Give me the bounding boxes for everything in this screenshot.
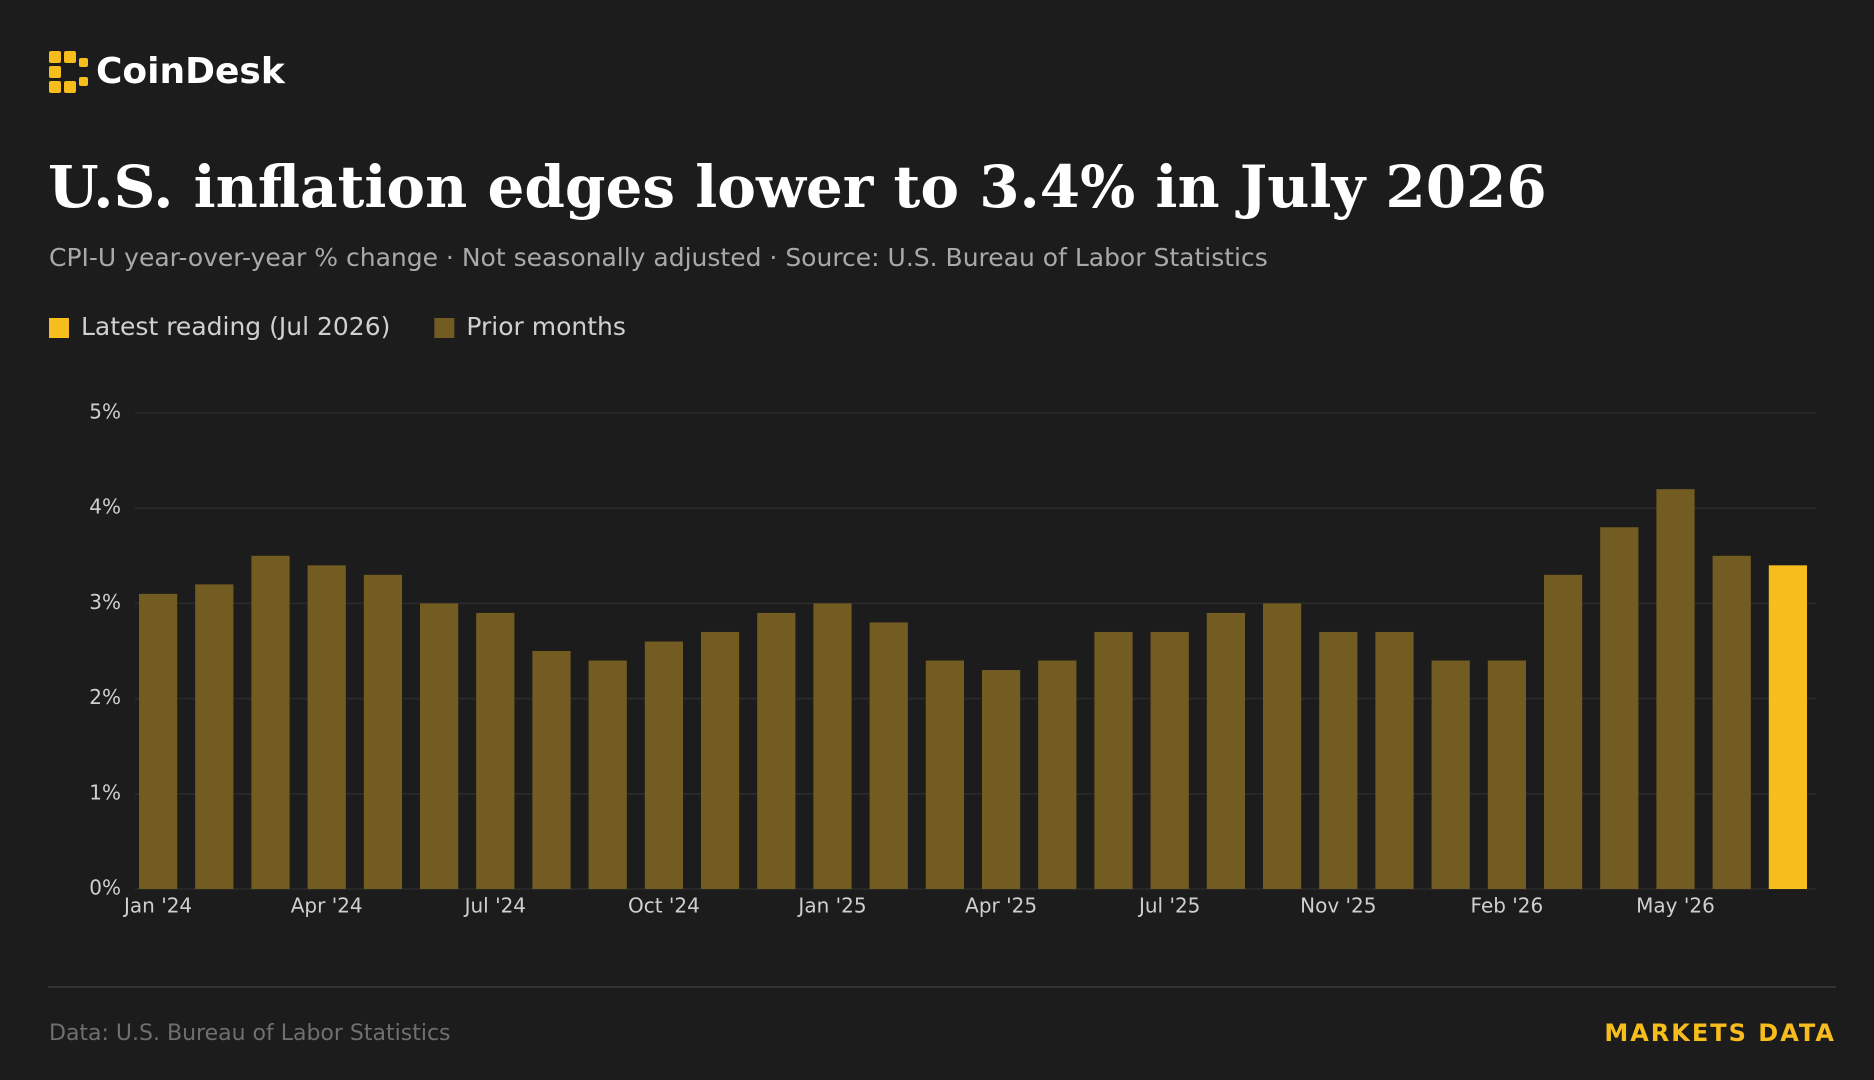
- legend-label: Prior months: [466, 312, 626, 341]
- x-tick-label: Apr '24: [291, 894, 363, 918]
- bar: [476, 612, 515, 889]
- x-tick-label: Feb '26: [1471, 894, 1544, 918]
- bar: [419, 603, 459, 889]
- x-tick-label: Jan '25: [796, 894, 866, 918]
- legend-label: Latest reading (Jul 2026): [81, 312, 390, 341]
- y-tick-label: 1%: [89, 780, 121, 804]
- bar: [1768, 565, 1808, 889]
- bar: [757, 612, 796, 889]
- bar: [1375, 631, 1414, 889]
- bar: [1656, 489, 1695, 889]
- x-tick-label: Nov '25: [1300, 894, 1376, 918]
- bar: [251, 555, 290, 889]
- bar: [532, 651, 571, 889]
- x-tick-label: Jan '24: [122, 894, 192, 918]
- y-tick-label: 4%: [89, 495, 121, 519]
- bar: [813, 603, 852, 889]
- bar: [700, 631, 740, 889]
- bar: [1543, 574, 1583, 889]
- y-tick-label: 3%: [89, 590, 121, 614]
- x-tick-label: Jul '24: [463, 894, 526, 918]
- footer-tag: MARKETS DATA: [1604, 1019, 1836, 1047]
- bar: [1262, 603, 1302, 889]
- legend-swatch: [434, 318, 455, 338]
- bar: [1150, 631, 1189, 889]
- bar: [1319, 631, 1358, 889]
- bar: [307, 565, 346, 889]
- y-tick-label: 2%: [89, 685, 121, 709]
- bar: [1206, 612, 1246, 889]
- chart-subtitle: CPI-U year-over-year % change · Not seas…: [49, 243, 1268, 272]
- x-tick-label: Oct '24: [628, 894, 700, 918]
- bar: [644, 641, 684, 889]
- logo-icon: [49, 51, 88, 93]
- x-tick-label: May '26: [1636, 894, 1715, 918]
- brand: CoinDesk: [96, 51, 286, 92]
- bar: [1431, 660, 1470, 889]
- chart-title: U.S. inflation edges lower to 3.4% in Ju…: [48, 153, 1547, 221]
- footer-source: Data: U.S. Bureau of Labor Statistics: [49, 1021, 451, 1046]
- bar: [1094, 631, 1133, 889]
- y-tick-label: 0%: [89, 876, 121, 900]
- bar: [1712, 555, 1751, 889]
- bar: [1487, 660, 1527, 889]
- bar: [925, 660, 965, 889]
- bar: [588, 660, 627, 889]
- bar: [1038, 660, 1077, 889]
- bar: [869, 622, 908, 889]
- y-tick-label: 5%: [89, 400, 121, 424]
- bar: [138, 593, 178, 889]
- bar: [981, 670, 1021, 889]
- legend-swatch: [49, 318, 69, 338]
- x-tick-label: Jul '25: [1137, 894, 1200, 918]
- bar: [363, 574, 403, 889]
- x-tick-label: Apr '25: [965, 894, 1037, 918]
- bar: [1600, 527, 1639, 889]
- bar: [195, 584, 234, 889]
